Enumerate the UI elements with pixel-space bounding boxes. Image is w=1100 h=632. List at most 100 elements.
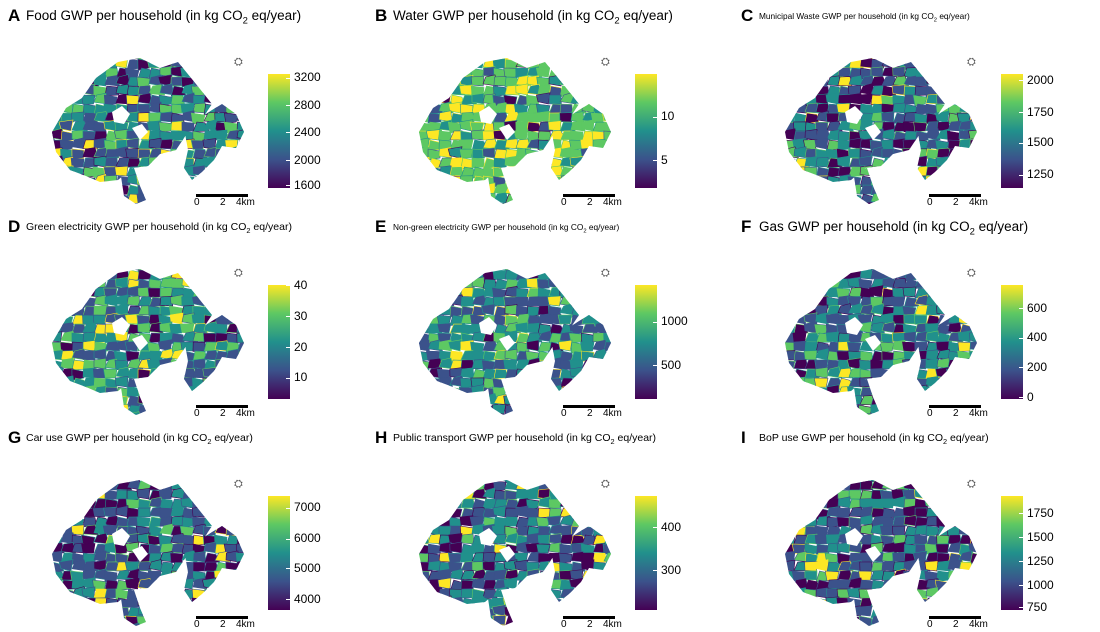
- neighbourhood-cell: [159, 295, 174, 307]
- neighbourhood-cell: [936, 296, 954, 309]
- neighbourhood-cell: [71, 58, 86, 70]
- neighbourhood-cell: [969, 74, 977, 87]
- colorbar-tick-label: 40: [290, 278, 307, 292]
- neighbourhood-cell: [785, 579, 798, 592]
- neighbourhood-cell: [881, 166, 897, 178]
- neighbourhood-cell: [214, 173, 230, 186]
- neighbourhood-cell: [548, 112, 562, 123]
- neighbourhood-cell: [592, 85, 606, 97]
- neighbourhood-cell: [592, 507, 608, 520]
- neighbourhood-cell: [603, 278, 611, 290]
- neighbourhood-cell: [570, 287, 584, 298]
- neighbourhood-cell: [82, 480, 98, 482]
- neighbourhood-cell: [419, 166, 420, 177]
- neighbourhood-cell: [159, 287, 173, 298]
- neighbourhood-cell: [602, 386, 611, 397]
- neighbourhood-cell: [947, 286, 963, 298]
- neighbourhood-cell: [213, 278, 228, 289]
- neighbourhood-cell: [947, 130, 961, 143]
- neighbourhood-cell: [419, 58, 433, 60]
- neighbourhood-cell: [159, 613, 174, 626]
- neighbourhood-cell: [52, 287, 54, 298]
- map-panel-h: H Public transport GWP per household (in …: [367, 422, 733, 632]
- neighbourhood-cell: [613, 261, 627, 272]
- map-panel-g: G Car use GWP per household (in kg CO2 eq…: [0, 422, 366, 632]
- neighbourhood-cell: [870, 614, 886, 626]
- neighbourhood-cell: [214, 358, 228, 370]
- neighbourhood-cell: [236, 296, 244, 307]
- neighbourhood-cell: [815, 543, 830, 555]
- neighbourhood-cell: [785, 137, 787, 150]
- neighbourhood-cell: [214, 323, 228, 335]
- neighbourhood-cell: [115, 606, 130, 618]
- neighbourhood-cell: [891, 525, 906, 536]
- neighbourhood-cell: [793, 102, 807, 114]
- neighbourhood-cell: [881, 596, 898, 608]
- neighbourhood-cell: [427, 148, 441, 161]
- neighbourhood-cell: [225, 85, 240, 96]
- colorbar-legend: 2000 1750 1500 1250: [1001, 73, 1071, 194]
- neighbourhood-cell: [71, 480, 87, 491]
- neighbourhood-cell: [170, 175, 184, 186]
- neighbourhood-cell: [71, 269, 88, 273]
- neighbourhood-cell: [524, 175, 540, 188]
- neighbourhood-cell: [914, 507, 928, 518]
- neighbourhood-cell: [870, 321, 885, 334]
- neighbourhood-cell: [60, 404, 77, 415]
- neighbourhood-cell: [504, 165, 521, 177]
- neighbourhood-cell: [482, 147, 496, 159]
- neighbourhood-cell: [180, 323, 195, 334]
- neighbourhood-cell: [891, 202, 906, 204]
- neighbourhood-cell: [923, 269, 939, 271]
- neighbourhood-cell: [772, 578, 785, 589]
- neighbourhood-cell: [592, 67, 606, 79]
- neighbourhood-cell: [880, 498, 895, 509]
- neighbourhood-cell: [958, 183, 972, 195]
- neighbourhood-cell: [947, 516, 963, 527]
- neighbourhood-cell: [947, 85, 961, 96]
- scale-bar: 0 2 4km: [561, 405, 622, 419]
- neighbourhood-cell: [146, 588, 162, 600]
- neighbourhood-cell: [848, 193, 863, 204]
- neighbourhood-cell: [493, 75, 507, 87]
- neighbourhood-cell: [785, 58, 798, 70]
- neighbourhood-cell: [504, 377, 520, 388]
- neighbourhood-cell: [981, 260, 993, 270]
- neighbourhood-cell: [419, 350, 420, 362]
- panel-title: Water GWP per household (in kg CO2 eq/ye…: [393, 8, 673, 27]
- neighbourhood-cell: [406, 369, 418, 378]
- neighbourhood-cell: [771, 113, 784, 124]
- neighbourhood-cell: [60, 498, 74, 509]
- neighbourhood-cell: [957, 330, 972, 343]
- neighbourhood-cell: [169, 413, 184, 415]
- neighbourhood-cell: [825, 58, 840, 61]
- neighbourhood-cell: [59, 480, 74, 482]
- neighbourhood-cell: [426, 92, 441, 105]
- neighbourhood-cell: [981, 369, 993, 380]
- neighbourhood-cell: [81, 65, 96, 78]
- neighbourhood-cell: [214, 287, 231, 299]
- scale-bar-label: 4km: [236, 408, 255, 419]
- neighbourhood-cell: [804, 615, 821, 626]
- neighbourhood-cell: [115, 403, 130, 415]
- neighbourhood-cell: [958, 303, 975, 316]
- neighbourhood-cell: [902, 597, 917, 608]
- neighbourhood-cell: [148, 413, 163, 415]
- neighbourhood-cell: [792, 480, 807, 482]
- neighbourhood-cell: [170, 148, 184, 159]
- neighbourhood-cell: [925, 128, 941, 141]
- neighbourhood-cell: [235, 496, 244, 509]
- neighbourhood-cell: [504, 615, 522, 626]
- neighbourhood-cell: [60, 604, 77, 617]
- neighbourhood-cell: [458, 386, 474, 398]
- neighbourhood-cell: [981, 57, 993, 68]
- neighbourhood-cell: [235, 305, 244, 316]
- neighbourhood-cell: [881, 157, 898, 170]
- neighbourhood-cell: [427, 377, 442, 389]
- neighbourhood-cell: [203, 480, 219, 482]
- neighbourhood-cell: [804, 166, 818, 177]
- neighbourhood-cell: [405, 50, 418, 59]
- neighbourhood-cell: [967, 514, 977, 527]
- neighbourhood-cell: [936, 286, 954, 298]
- neighbourhood-cell: [480, 269, 496, 273]
